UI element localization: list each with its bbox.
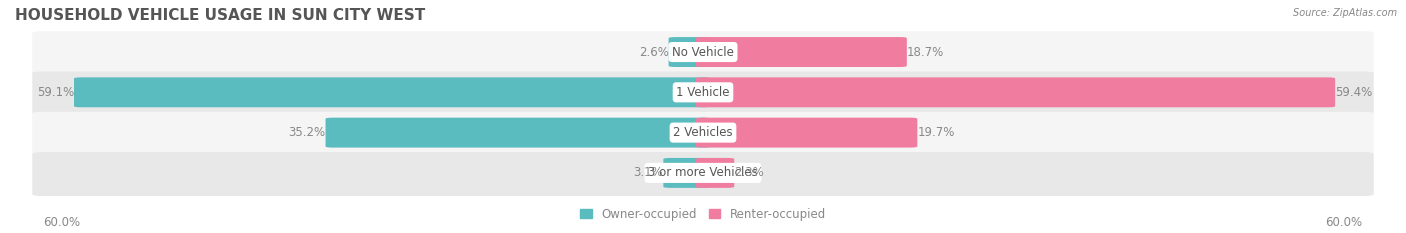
FancyBboxPatch shape (696, 118, 917, 147)
FancyBboxPatch shape (32, 112, 1374, 156)
Text: 3.1%: 3.1% (634, 166, 664, 179)
Text: 2.6%: 2.6% (638, 45, 669, 58)
Text: No Vehicle: No Vehicle (672, 45, 734, 58)
FancyBboxPatch shape (32, 31, 1374, 75)
Text: 2.3%: 2.3% (734, 166, 763, 179)
Text: 2 Vehicles: 2 Vehicles (673, 126, 733, 139)
Legend: Owner-occupied, Renter-occupied: Owner-occupied, Renter-occupied (575, 203, 831, 226)
FancyBboxPatch shape (32, 152, 1374, 196)
Text: 3 or more Vehicles: 3 or more Vehicles (648, 166, 758, 179)
Text: Source: ZipAtlas.com: Source: ZipAtlas.com (1294, 8, 1398, 18)
Text: HOUSEHOLD VEHICLE USAGE IN SUN CITY WEST: HOUSEHOLD VEHICLE USAGE IN SUN CITY WEST (15, 8, 426, 23)
FancyBboxPatch shape (696, 77, 1336, 107)
Text: 60.0%: 60.0% (44, 216, 80, 229)
Text: 35.2%: 35.2% (288, 126, 326, 139)
FancyBboxPatch shape (326, 118, 710, 147)
FancyBboxPatch shape (696, 158, 734, 188)
Text: 19.7%: 19.7% (917, 126, 955, 139)
Text: 59.1%: 59.1% (37, 86, 75, 99)
Text: 18.7%: 18.7% (907, 45, 943, 58)
Text: 60.0%: 60.0% (1326, 216, 1362, 229)
FancyBboxPatch shape (669, 37, 710, 67)
Text: 59.4%: 59.4% (1336, 86, 1372, 99)
FancyBboxPatch shape (75, 77, 710, 107)
FancyBboxPatch shape (664, 158, 710, 188)
FancyBboxPatch shape (696, 37, 907, 67)
FancyBboxPatch shape (32, 72, 1374, 116)
Text: 1 Vehicle: 1 Vehicle (676, 86, 730, 99)
